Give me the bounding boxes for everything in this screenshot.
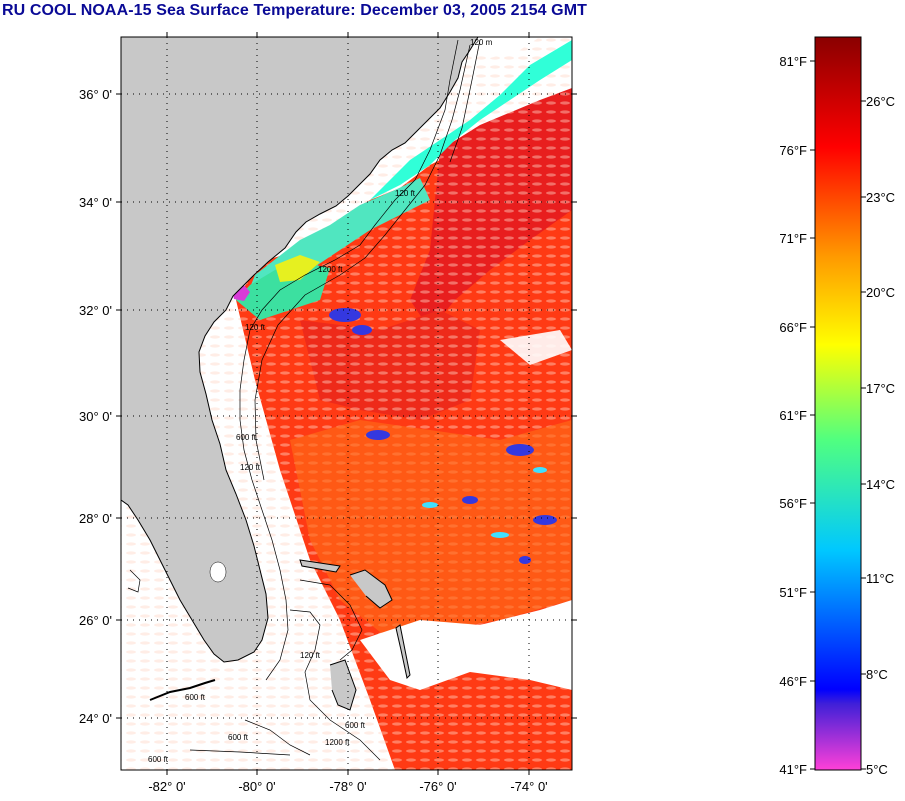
- colorbar-ticks: [810, 60, 866, 770]
- cyan-patches: [422, 467, 547, 538]
- map-frame: [120, 36, 573, 771]
- svg-text:120 ft: 120 ft: [395, 189, 416, 198]
- f-label: 81°F: [779, 54, 807, 69]
- f-label: 56°F: [779, 496, 807, 511]
- us-land: [121, 37, 479, 663]
- svg-text:600 ft: 600 ft: [345, 721, 366, 730]
- cool-shelf-green: [236, 262, 330, 320]
- svg-text:1200 ft: 1200 ft: [318, 265, 343, 274]
- latitude-labels: 36° 0' 34° 0' 32° 0' 30° 0' 28° 0' 26° 0…: [79, 87, 112, 726]
- lon-label: -80° 0': [238, 779, 275, 794]
- bahamas-eleuthera: [395, 624, 411, 680]
- colorbar-gradient: [814, 36, 862, 771]
- cloud-patch-east: [500, 330, 572, 365]
- svg-text:120 ft: 120 ft: [240, 463, 261, 472]
- c-label: 14°C: [866, 477, 895, 492]
- f-label: 51°F: [779, 585, 807, 600]
- bahamas-abaco: [349, 569, 393, 609]
- lon-label: -78° 0': [329, 779, 366, 794]
- colorbar: 81°F 76°F 71°F 66°F 61°F 56°F 51°F 46°F …: [779, 36, 895, 777]
- cold-patches: [329, 308, 557, 564]
- bathymetry-contours: [127, 39, 481, 761]
- lat-label: 30° 0': [79, 409, 112, 424]
- lon-label: -74° 0': [510, 779, 547, 794]
- svg-text:600 ft: 600 ft: [148, 755, 169, 764]
- svg-text:1200 ft: 1200 ft: [325, 738, 350, 747]
- lat-label: 24° 0': [79, 711, 112, 726]
- lon-label: -82° 0': [148, 779, 185, 794]
- c-label: 26°C: [866, 94, 895, 109]
- southern-cloud-band: [360, 600, 572, 690]
- cloud-top-right: [460, 37, 540, 58]
- f-label: 66°F: [779, 320, 807, 335]
- svg-text:120 ft: 120 ft: [300, 651, 321, 660]
- svg-text:600 ft: 600 ft: [185, 693, 206, 702]
- c-label: 11°C: [866, 571, 894, 586]
- fahrenheit-labels: 81°F 76°F 71°F 66°F 61°F 56°F 51°F 46°F …: [779, 54, 807, 777]
- f-label: 46°F: [779, 674, 807, 689]
- c-label: 23°C: [866, 190, 895, 205]
- f-label: 76°F: [779, 143, 807, 158]
- c-label: 8°C: [866, 667, 888, 682]
- lat-label: 26° 0': [79, 613, 112, 628]
- lon-label: -76° 0': [419, 779, 456, 794]
- lat-label: 36° 0': [79, 87, 112, 102]
- c-label: 17°C: [866, 381, 895, 396]
- svg-text:120 ft: 120 ft: [245, 323, 266, 332]
- c-label: 20°C: [866, 285, 895, 300]
- map-panel[interactable]: 120 m 120 ft 1200 ft 120 ft 600 ft 120 f…: [121, 37, 572, 770]
- c-label: 5°C: [866, 762, 888, 777]
- f-label: 41°F: [779, 762, 807, 777]
- graticule: [121, 37, 572, 770]
- f-label: 61°F: [779, 408, 807, 423]
- lake-okeechobee: [209, 561, 227, 583]
- shelf-yellow: [275, 255, 320, 282]
- svg-text:120 m: 120 m: [470, 38, 493, 47]
- contour-labels: 120 m 120 ft 1200 ft 120 ft 600 ft 120 f…: [148, 38, 493, 764]
- map-title: RU COOL NOAA-15 Sea Surface Temperature:…: [2, 2, 588, 19]
- bahamas-grand: [299, 559, 341, 573]
- lat-label: 28° 0': [79, 511, 112, 526]
- lat-label: 34° 0': [79, 195, 112, 210]
- svg-text:600 ft: 600 ft: [236, 433, 257, 442]
- bahamas-andros: [329, 659, 357, 711]
- florida-keys: [149, 679, 216, 701]
- longitude-labels: -82° 0' -80° 0' -78° 0' -76° 0' -74° 0': [148, 779, 547, 794]
- svg-text:600 ft: 600 ft: [228, 733, 249, 742]
- cold-nearshore-band: [370, 40, 572, 200]
- f-label: 71°F: [779, 231, 807, 246]
- celsius-labels: 26°C 23°C 20°C 17°C 14°C 11°C 8°C 5°C: [866, 94, 895, 777]
- map-ticks: [116, 32, 577, 775]
- lat-label: 32° 0': [79, 303, 112, 318]
